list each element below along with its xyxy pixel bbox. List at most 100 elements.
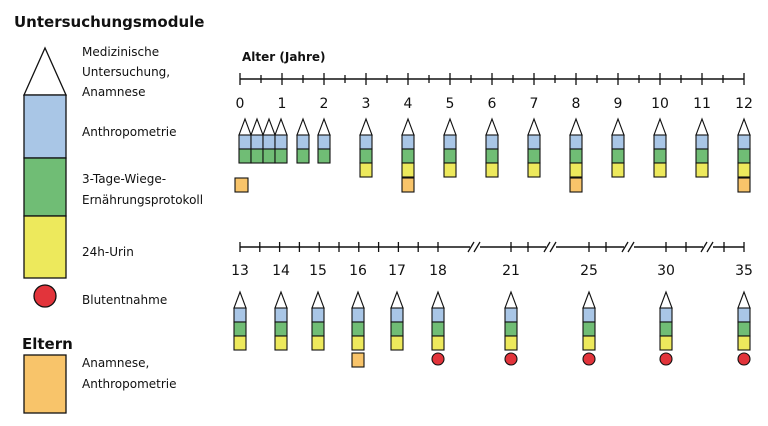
medical-triangle xyxy=(737,117,751,136)
anthro-box xyxy=(737,307,751,323)
diet-box xyxy=(443,148,457,164)
age-label: 10 xyxy=(651,96,669,112)
anthro-box xyxy=(359,134,373,150)
anthro-box xyxy=(274,134,288,150)
urine-box xyxy=(431,335,445,351)
axis-break-mark xyxy=(467,241,475,253)
parents-box xyxy=(737,177,751,193)
medical-triangle xyxy=(311,290,325,309)
anthro-box xyxy=(695,134,709,150)
medical-triangle xyxy=(238,117,252,136)
diet-box xyxy=(653,148,667,164)
urine-box xyxy=(390,335,404,351)
anthro-box xyxy=(351,307,365,323)
age-label: 6 xyxy=(488,96,497,112)
parents-box xyxy=(401,177,415,193)
visit-marker xyxy=(695,117,709,178)
parents-box xyxy=(351,352,365,368)
diet-box xyxy=(569,148,583,164)
visit-marker xyxy=(443,117,457,178)
urine-box xyxy=(359,162,373,178)
visit-marker xyxy=(485,117,499,178)
diet-box xyxy=(311,321,325,337)
age-label: 12 xyxy=(735,96,753,112)
blood-dot xyxy=(504,352,518,366)
medical-triangle xyxy=(317,117,331,136)
medical-triangle xyxy=(390,290,404,309)
anthro-box xyxy=(611,134,625,150)
age-label: 14 xyxy=(272,263,290,279)
visit-marker xyxy=(737,290,751,351)
axis-break-mark xyxy=(627,241,635,253)
visit-marker xyxy=(238,117,252,164)
legend-anthro-label: Anthropometrie xyxy=(82,125,177,139)
age-label: 8 xyxy=(572,96,581,112)
parents-heading: Eltern xyxy=(22,335,73,353)
medical-triangle xyxy=(485,117,499,136)
visit-marker xyxy=(569,117,583,178)
axis-break-mark xyxy=(621,241,629,253)
urine-box xyxy=(504,335,518,351)
legend-diet-swatch xyxy=(23,157,67,217)
timeline-childhood: 0 1 2 3 4 5 6 7 8 9 10 11 12 xyxy=(234,73,753,193)
diet-box xyxy=(504,321,518,337)
anthro-box xyxy=(296,134,310,150)
age-label: 30 xyxy=(657,263,675,279)
timeline-adolescence-adulthood: 13 14 15 16 17 18 21 25 30 35 xyxy=(231,241,753,368)
legend-anthro-swatch xyxy=(23,94,67,159)
urine-box xyxy=(611,162,625,178)
urine-box xyxy=(311,335,325,351)
age-label: 15 xyxy=(309,263,327,279)
anthro-box xyxy=(250,134,264,150)
visit-marker xyxy=(737,117,751,178)
diet-box xyxy=(401,148,415,164)
parents-box xyxy=(234,177,249,193)
visit-marker xyxy=(611,117,625,178)
diet-box xyxy=(390,321,404,337)
axis-title: Alter (Jahre) xyxy=(242,50,326,64)
visit-marker xyxy=(659,290,673,351)
age-label: 5 xyxy=(446,96,455,112)
age-label: 21 xyxy=(502,263,520,279)
urine-box xyxy=(443,162,457,178)
visit-marker xyxy=(317,117,331,164)
medical-triangle xyxy=(611,117,625,136)
anthro-box xyxy=(737,134,751,150)
blood-dot xyxy=(659,352,673,366)
medical-triangle xyxy=(527,117,541,136)
axis-break-mark xyxy=(543,241,551,253)
urine-box xyxy=(274,335,288,351)
modules-heading: Untersuchungsmodule xyxy=(14,13,204,31)
urine-box xyxy=(401,162,415,178)
legend-module-stack xyxy=(22,46,68,414)
age-label: 25 xyxy=(580,263,598,279)
urine-box xyxy=(737,162,751,178)
anthro-box xyxy=(659,307,673,323)
visit-marker xyxy=(359,117,373,178)
diet-box xyxy=(582,321,596,337)
medical-triangle xyxy=(431,290,445,309)
age-label: 0 xyxy=(236,96,245,112)
diet-box xyxy=(485,148,499,164)
blood-dot xyxy=(431,352,445,366)
axis-break-mark xyxy=(549,241,557,253)
diet-box xyxy=(611,148,625,164)
diet-box xyxy=(527,148,541,164)
legend-parents-swatch xyxy=(23,354,67,414)
visit-marker xyxy=(296,117,310,164)
age-label: 17 xyxy=(388,263,406,279)
medical-triangle xyxy=(653,117,667,136)
legend-parents-label: Anamnese, Anthropometrie xyxy=(82,356,177,391)
diet-box xyxy=(238,148,252,164)
urine-box xyxy=(485,162,499,178)
urine-box xyxy=(233,335,247,351)
diet-box xyxy=(737,321,751,337)
anthro-box xyxy=(485,134,499,150)
age-label: 7 xyxy=(530,96,539,112)
urine-box xyxy=(737,335,751,351)
visit-marker xyxy=(582,290,596,351)
diet-box xyxy=(233,321,247,337)
urine-box xyxy=(527,162,541,178)
diet-box xyxy=(317,148,331,164)
